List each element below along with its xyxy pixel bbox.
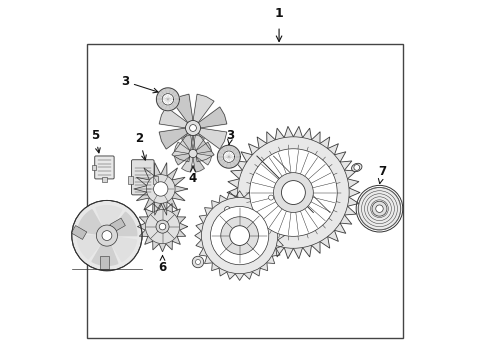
Circle shape [364, 193, 395, 225]
Polygon shape [196, 154, 212, 165]
Polygon shape [137, 202, 188, 252]
Circle shape [249, 149, 337, 236]
Circle shape [192, 256, 204, 268]
Text: 6: 6 [158, 256, 167, 274]
Circle shape [190, 125, 196, 131]
Text: 3: 3 [121, 75, 158, 93]
Circle shape [269, 195, 273, 200]
Circle shape [147, 175, 175, 203]
Bar [153, 176, 158, 184]
Polygon shape [193, 156, 204, 172]
Polygon shape [227, 126, 360, 259]
Polygon shape [182, 156, 193, 172]
Circle shape [196, 260, 200, 265]
Polygon shape [182, 135, 193, 151]
Circle shape [281, 181, 305, 204]
Circle shape [361, 190, 398, 228]
Polygon shape [193, 133, 214, 162]
Polygon shape [156, 88, 179, 111]
Circle shape [153, 182, 168, 196]
Circle shape [238, 137, 349, 248]
Circle shape [186, 121, 200, 135]
Polygon shape [196, 142, 212, 154]
Circle shape [371, 201, 388, 217]
Text: 7: 7 [378, 165, 387, 184]
Ellipse shape [351, 163, 362, 172]
Circle shape [189, 149, 197, 158]
Polygon shape [172, 133, 193, 162]
Text: 4: 4 [189, 166, 197, 185]
Bar [72, 225, 87, 239]
Circle shape [159, 223, 166, 230]
Text: 1: 1 [275, 7, 283, 20]
Polygon shape [107, 235, 137, 261]
Ellipse shape [222, 206, 233, 213]
Circle shape [97, 225, 118, 246]
FancyBboxPatch shape [131, 160, 154, 195]
Bar [87, 44, 403, 338]
Polygon shape [198, 128, 227, 149]
Polygon shape [174, 154, 190, 165]
Circle shape [72, 201, 142, 271]
Text: 2: 2 [135, 132, 147, 160]
Polygon shape [193, 135, 204, 151]
Polygon shape [96, 206, 122, 235]
Polygon shape [77, 210, 107, 235]
Bar [100, 256, 109, 269]
Polygon shape [174, 142, 190, 154]
Circle shape [265, 192, 277, 203]
Polygon shape [198, 107, 227, 128]
Circle shape [102, 231, 112, 240]
Circle shape [372, 201, 387, 216]
Circle shape [224, 207, 230, 212]
Circle shape [366, 195, 393, 222]
Circle shape [211, 206, 269, 265]
Bar [110, 218, 125, 232]
Circle shape [273, 173, 313, 212]
Circle shape [358, 187, 401, 230]
Polygon shape [172, 94, 193, 123]
Polygon shape [77, 235, 107, 259]
Polygon shape [223, 151, 235, 162]
Polygon shape [195, 191, 285, 280]
Circle shape [230, 226, 249, 246]
Bar [128, 176, 133, 184]
Bar [92, 165, 96, 170]
Polygon shape [107, 212, 137, 235]
Polygon shape [134, 163, 188, 215]
Polygon shape [159, 128, 188, 149]
Bar [102, 177, 107, 182]
Circle shape [354, 165, 360, 170]
Circle shape [146, 210, 180, 244]
Polygon shape [193, 94, 214, 123]
Polygon shape [218, 145, 240, 168]
Circle shape [156, 220, 169, 233]
Circle shape [368, 198, 391, 220]
Polygon shape [92, 235, 118, 265]
Text: 5: 5 [91, 129, 100, 153]
FancyBboxPatch shape [95, 156, 114, 179]
Circle shape [221, 217, 258, 255]
Polygon shape [162, 94, 173, 105]
Circle shape [376, 205, 383, 212]
Polygon shape [159, 107, 188, 128]
Circle shape [201, 198, 278, 274]
Text: 3: 3 [226, 129, 235, 145]
